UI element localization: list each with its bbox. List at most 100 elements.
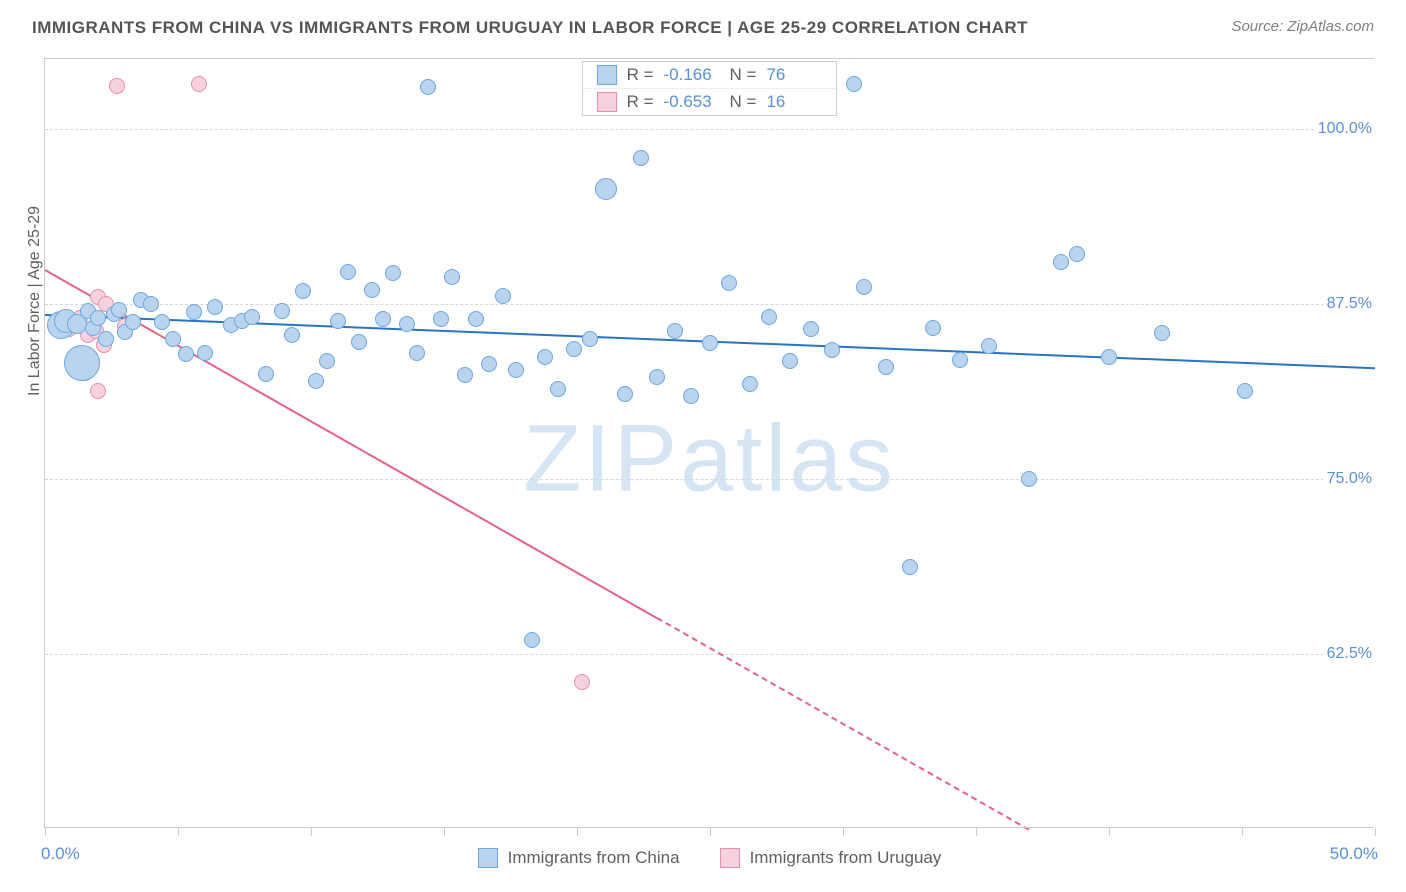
y-axis-title: In Labor Force | Age 25-29 bbox=[26, 205, 44, 395]
data-point bbox=[444, 269, 460, 285]
data-point bbox=[1021, 471, 1037, 487]
y-tick-label: 100.0% bbox=[1314, 120, 1376, 138]
y-tick-label: 62.5% bbox=[1323, 645, 1376, 663]
data-point bbox=[178, 346, 194, 362]
x-tick bbox=[444, 828, 445, 836]
gridline bbox=[45, 304, 1374, 305]
data-point bbox=[981, 338, 997, 354]
data-point bbox=[1101, 349, 1117, 365]
x-tick bbox=[178, 828, 179, 836]
chart-source: Source: ZipAtlas.com bbox=[1231, 18, 1374, 35]
data-point bbox=[574, 674, 590, 690]
data-point bbox=[537, 349, 553, 365]
data-point bbox=[721, 275, 737, 291]
data-point bbox=[154, 314, 170, 330]
data-point bbox=[90, 383, 106, 399]
data-point bbox=[952, 352, 968, 368]
data-point bbox=[582, 331, 598, 347]
data-point bbox=[457, 367, 473, 383]
data-point bbox=[330, 313, 346, 329]
chart-title: IMMIGRANTS FROM CHINA VS IMMIGRANTS FROM… bbox=[32, 18, 1028, 38]
data-point bbox=[1154, 325, 1170, 341]
n-value-china: 76 bbox=[766, 65, 822, 85]
x-tick bbox=[843, 828, 844, 836]
r-value-china: -0.166 bbox=[664, 65, 720, 85]
data-point bbox=[925, 320, 941, 336]
legend-item-uruguay: Immigrants from Uruguay bbox=[720, 848, 942, 868]
data-point bbox=[742, 376, 758, 392]
legend-item-china: Immigrants from China bbox=[478, 848, 680, 868]
data-point bbox=[420, 79, 436, 95]
data-point bbox=[824, 342, 840, 358]
gridline bbox=[45, 129, 1374, 130]
data-point bbox=[409, 345, 425, 361]
data-point bbox=[550, 381, 566, 397]
data-point bbox=[109, 78, 125, 94]
x-tick bbox=[710, 828, 711, 836]
data-point bbox=[761, 309, 777, 325]
swatch-uruguay bbox=[597, 92, 617, 112]
data-point bbox=[495, 288, 511, 304]
x-tick bbox=[976, 828, 977, 836]
data-point bbox=[186, 304, 202, 320]
data-point bbox=[468, 311, 484, 327]
data-point bbox=[98, 331, 114, 347]
gridline bbox=[45, 654, 1374, 655]
data-point bbox=[481, 356, 497, 372]
data-point bbox=[90, 310, 106, 326]
data-point bbox=[125, 314, 141, 330]
stats-legend: R = -0.166 N = 76 R = -0.653 N = 16 bbox=[582, 61, 838, 116]
y-tick-label: 75.0% bbox=[1323, 470, 1376, 488]
data-point bbox=[649, 369, 665, 385]
n-label: N = bbox=[730, 92, 757, 112]
x-tick bbox=[1242, 828, 1243, 836]
n-value-uruguay: 16 bbox=[766, 92, 822, 112]
chart-header: IMMIGRANTS FROM CHINA VS IMMIGRANTS FROM… bbox=[0, 0, 1406, 46]
data-point bbox=[244, 309, 260, 325]
stats-row-china: R = -0.166 N = 76 bbox=[583, 62, 837, 88]
data-point bbox=[143, 296, 159, 312]
x-tick-label-max: 50.0% bbox=[1330, 844, 1378, 864]
x-tick bbox=[311, 828, 312, 836]
x-tick bbox=[45, 828, 46, 836]
data-point bbox=[258, 366, 274, 382]
data-point bbox=[856, 279, 872, 295]
data-point bbox=[385, 265, 401, 281]
data-point bbox=[633, 150, 649, 166]
data-point bbox=[197, 345, 213, 361]
data-point bbox=[64, 345, 100, 381]
data-point bbox=[1069, 246, 1085, 262]
trend-line bbox=[656, 617, 1029, 831]
data-point bbox=[508, 362, 524, 378]
x-tick-label-min: 0.0% bbox=[41, 844, 80, 864]
gridline bbox=[45, 479, 1374, 480]
data-point bbox=[846, 76, 862, 92]
x-tick bbox=[1375, 828, 1376, 836]
data-point bbox=[351, 334, 367, 350]
data-point bbox=[782, 353, 798, 369]
y-tick-label: 87.5% bbox=[1323, 295, 1376, 313]
data-point bbox=[702, 335, 718, 351]
swatch-china bbox=[597, 65, 617, 85]
legend-swatch-uruguay bbox=[720, 848, 740, 868]
data-point bbox=[566, 341, 582, 357]
data-point bbox=[295, 283, 311, 299]
data-point bbox=[595, 178, 617, 200]
chart-area: In Labor Force | Age 25-29 ZIPatlas 62.5… bbox=[44, 58, 1374, 828]
data-point bbox=[667, 323, 683, 339]
data-point bbox=[319, 353, 335, 369]
data-point bbox=[1237, 383, 1253, 399]
data-point bbox=[364, 282, 380, 298]
x-tick bbox=[577, 828, 578, 836]
legend-label-uruguay: Immigrants from Uruguay bbox=[750, 848, 942, 868]
data-point bbox=[308, 373, 324, 389]
data-point bbox=[683, 388, 699, 404]
data-point bbox=[191, 76, 207, 92]
legend-label-china: Immigrants from China bbox=[508, 848, 680, 868]
data-point bbox=[375, 311, 391, 327]
x-axis-line bbox=[45, 827, 1374, 828]
r-value-uruguay: -0.653 bbox=[664, 92, 720, 112]
data-point bbox=[207, 299, 223, 315]
data-point bbox=[111, 302, 127, 318]
data-point bbox=[878, 359, 894, 375]
